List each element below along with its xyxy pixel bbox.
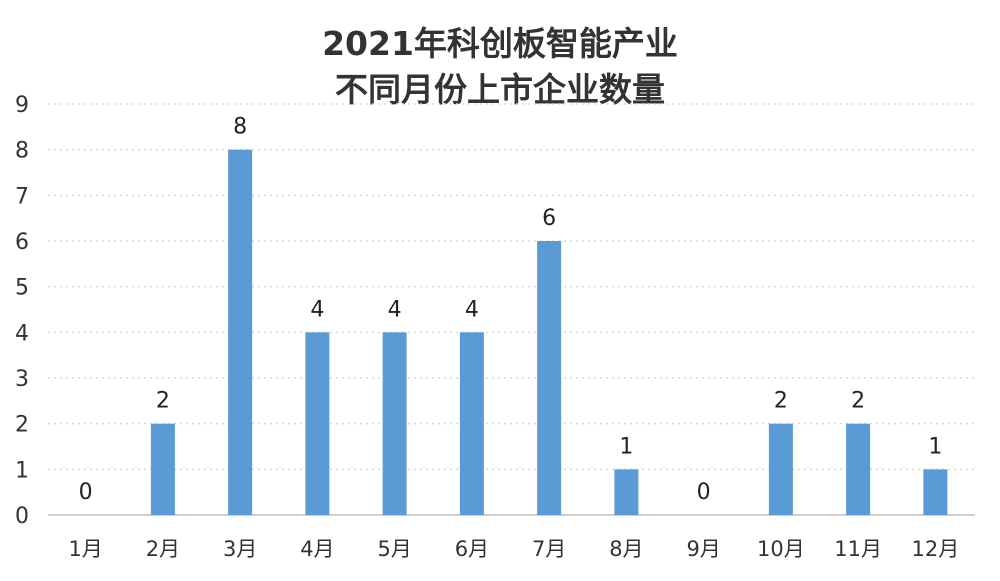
- data-label: 1: [619, 434, 633, 459]
- x-tick-label: 2月: [146, 537, 180, 561]
- x-tick-label: 7月: [532, 537, 566, 561]
- y-tick-label: 4: [15, 321, 29, 346]
- y-tick-label: 3: [15, 367, 29, 392]
- y-tick-label: 5: [15, 276, 29, 301]
- bar-4月: [305, 332, 330, 515]
- y-tick-label: 9: [15, 93, 29, 118]
- bar-5月: [382, 332, 407, 515]
- data-label: 0: [79, 480, 93, 505]
- data-label: 2: [774, 389, 788, 414]
- x-tick-label: 10月: [757, 537, 805, 561]
- data-label: 2: [156, 389, 170, 414]
- x-tick-label: 6月: [455, 537, 489, 561]
- chart-title: 2021年科创板智能产业: [322, 24, 678, 63]
- bar-11月: [846, 423, 871, 515]
- data-label: 2: [851, 389, 865, 414]
- bar-2月: [150, 423, 175, 515]
- bar-8月: [614, 469, 639, 515]
- x-tick-label: 8月: [609, 537, 643, 561]
- bar-3月: [228, 149, 253, 515]
- bar-12月: [923, 469, 948, 515]
- data-label: 6: [542, 206, 556, 231]
- x-tick-label: 3月: [223, 537, 257, 561]
- bar-10月: [768, 423, 793, 515]
- data-label: 4: [310, 297, 324, 322]
- y-tick-label: 1: [15, 458, 29, 483]
- y-tick-label: 2: [15, 413, 29, 438]
- x-tick-label: 9月: [686, 537, 720, 561]
- x-tick-label: 11月: [834, 537, 882, 561]
- x-tick-label: 1月: [68, 537, 102, 561]
- x-tick-label: 4月: [300, 537, 334, 561]
- y-tick-label: 7: [15, 184, 29, 209]
- bar-6月: [459, 332, 484, 515]
- bar-7月: [537, 241, 562, 515]
- chart-subtitle: 不同月份上市企业数量: [335, 70, 665, 109]
- data-label: 0: [697, 480, 711, 505]
- x-tick-label: 5月: [377, 537, 411, 561]
- data-label: 4: [388, 297, 402, 322]
- data-label: 8: [233, 115, 247, 140]
- data-label: 1: [928, 434, 942, 459]
- data-label: 4: [465, 297, 479, 322]
- y-tick-label: 0: [15, 504, 29, 529]
- y-tick-label: 6: [15, 230, 29, 255]
- x-tick-label: 12月: [912, 537, 960, 561]
- y-tick-label: 8: [15, 139, 29, 164]
